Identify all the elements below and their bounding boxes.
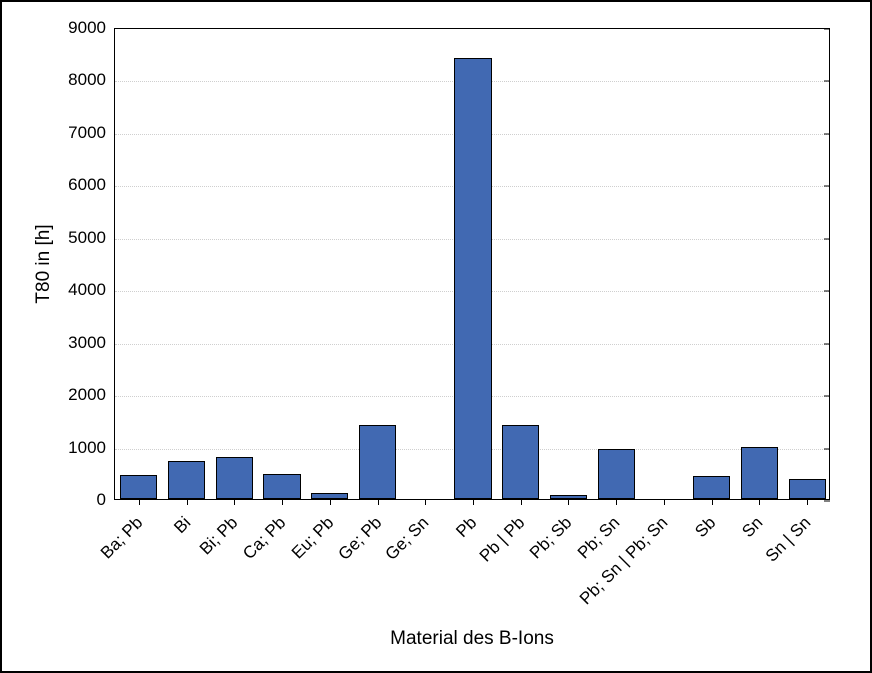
- bar: [502, 425, 539, 499]
- y-tick-mark: [824, 396, 830, 397]
- y-axis-label: T80 in [h]: [33, 224, 55, 303]
- x-tick-mark: [425, 499, 426, 505]
- x-tick-mark: [234, 499, 235, 505]
- x-tick-mark: [759, 499, 760, 505]
- bar: [741, 447, 778, 499]
- x-tick-mark: [568, 499, 569, 505]
- y-tick-label: 1000: [54, 438, 106, 458]
- bar: [454, 58, 491, 499]
- y-tick-label: 5000: [54, 228, 106, 248]
- y-tick-label: 0: [54, 490, 106, 510]
- bar: [359, 425, 396, 499]
- bar: [789, 479, 826, 499]
- y-tick-mark: [824, 238, 830, 239]
- x-tick-mark: [473, 499, 474, 505]
- x-tick-mark: [616, 499, 617, 505]
- y-tick-mark: [824, 29, 830, 30]
- y-tick-label: 2000: [54, 385, 106, 405]
- y-tick-label: 3000: [54, 333, 106, 353]
- y-tick-mark: [824, 343, 830, 344]
- y-tick-mark: [824, 501, 830, 502]
- y-tick-label: 6000: [54, 175, 106, 195]
- x-tick-mark: [187, 499, 188, 505]
- y-tick-label: 8000: [54, 70, 106, 90]
- x-tick-mark: [664, 499, 665, 505]
- y-tick-mark: [824, 133, 830, 134]
- bar: [263, 474, 300, 499]
- y-tick-mark: [824, 186, 830, 187]
- bar: [168, 461, 205, 499]
- y-tick-mark: [824, 81, 830, 82]
- bar: [216, 457, 253, 499]
- y-tick-label: 4000: [54, 280, 106, 300]
- x-tick-mark: [712, 499, 713, 505]
- x-tick-mark: [330, 499, 331, 505]
- plot-area: [115, 29, 829, 499]
- x-tick-mark: [139, 499, 140, 505]
- y-tick-label: 7000: [54, 123, 106, 143]
- plot-frame: [114, 28, 830, 500]
- y-tick-mark: [824, 448, 830, 449]
- bar: [693, 476, 730, 499]
- x-tick-mark: [807, 499, 808, 505]
- y-tick-label: 9000: [54, 18, 106, 38]
- x-tick-mark: [378, 499, 379, 505]
- bar: [120, 475, 157, 499]
- chart-outer-frame: T80 in [h] Material des B-Ions 010002000…: [0, 0, 872, 673]
- x-tick-mark: [282, 499, 283, 505]
- x-tick-mark: [521, 499, 522, 505]
- bar: [598, 449, 635, 499]
- y-tick-mark: [824, 291, 830, 292]
